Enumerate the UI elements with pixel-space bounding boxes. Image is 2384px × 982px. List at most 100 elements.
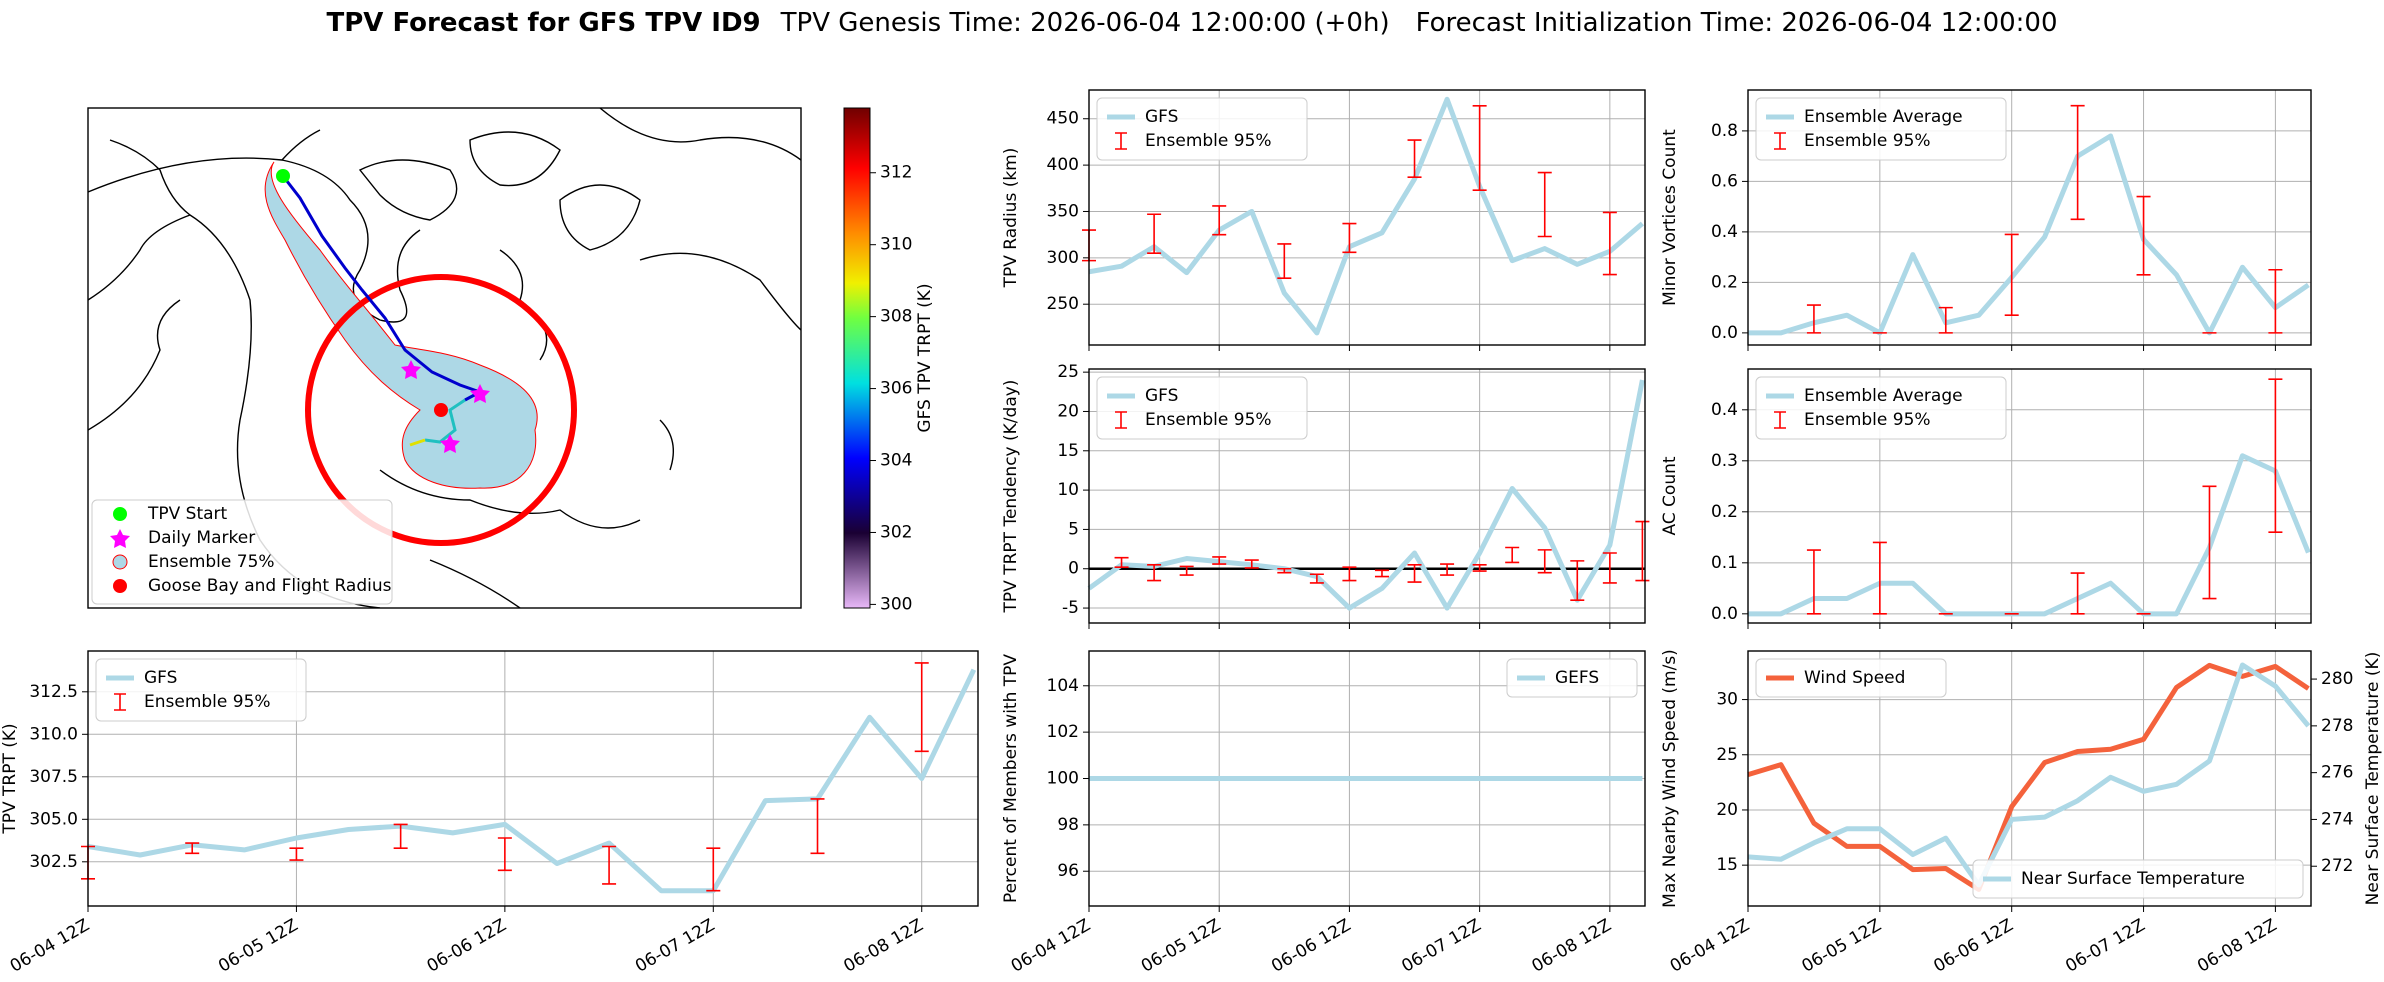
y-tick-label: 104 xyxy=(1047,676,1079,696)
legend-label: Goose Bay and Flight Radius xyxy=(148,576,392,596)
y-axis-label: TPV TRPT (K) xyxy=(0,723,20,834)
legend-box xyxy=(1096,97,1308,161)
y-tick-label: 30 xyxy=(1716,690,1738,710)
y-tick-label: 0.0 xyxy=(1711,604,1738,624)
legend-marker xyxy=(112,554,128,570)
x-tick-label: 06-05 12Z xyxy=(1799,915,1885,976)
y-tick-label: 20 xyxy=(1716,800,1738,820)
plot-frame xyxy=(1747,650,2312,907)
y-tick-label: 250 xyxy=(1047,294,1079,314)
legend-errorbar xyxy=(1115,132,1127,150)
y-tick-label: 0.2 xyxy=(1711,502,1738,522)
error-bar xyxy=(1806,304,1821,334)
legend-errorbar xyxy=(1774,411,1786,429)
error-bar xyxy=(1244,559,1259,569)
y2-tick-label: 274 xyxy=(2321,809,2353,829)
y-tick-label: 312.5 xyxy=(29,682,78,702)
y-tick-label: 0 xyxy=(1068,559,1079,579)
error-bar xyxy=(1938,306,1953,334)
y-tick-label: 350 xyxy=(1047,201,1079,221)
plot-frame xyxy=(1747,368,2312,624)
y-tick-label: 450 xyxy=(1047,109,1079,129)
error-bar xyxy=(1635,520,1650,582)
error-bar xyxy=(185,842,200,855)
plot-frame xyxy=(1088,650,1646,907)
error-bar xyxy=(289,847,304,861)
error-bar xyxy=(1277,567,1292,574)
y-tick-label: 100 xyxy=(1047,769,1079,789)
error-bar xyxy=(1602,552,1617,584)
y-tick-label: 15 xyxy=(1057,441,1079,461)
y-axis-label: Minor Vortices Count xyxy=(1660,129,1680,306)
error-bar xyxy=(1342,222,1357,254)
legend-label: Ensemble 95% xyxy=(1804,131,1931,151)
legend-box xyxy=(1506,658,1638,698)
error-bar xyxy=(2004,233,2019,317)
legend-label: GFS xyxy=(1145,107,1178,127)
x-tick-label: 06-04 12Z xyxy=(1667,915,1753,976)
y-tick-label: -5 xyxy=(1062,598,1079,618)
x-tick-label: 06-08 12Z xyxy=(2194,915,2280,976)
y-tick-label: 0.4 xyxy=(1711,400,1738,420)
plot-frame xyxy=(87,650,979,907)
legend-label: TPV Start xyxy=(147,504,228,524)
x-tick-label: 06-04 12Z xyxy=(1008,915,1094,976)
legend-label: Ensemble 95% xyxy=(144,692,271,712)
y-axis-label: AC Count xyxy=(1660,456,1680,535)
error-bar xyxy=(1505,546,1520,564)
legend-label: Daily Marker xyxy=(148,528,255,548)
x-tick-label: 06-05 12Z xyxy=(1138,915,1224,976)
error-bar xyxy=(1806,549,1821,615)
error-bar xyxy=(2268,378,2283,534)
x-tick-label: 06-05 12Z xyxy=(215,915,301,976)
error-bar xyxy=(1537,171,1552,238)
colorbar-tick-label: 312 xyxy=(880,163,912,183)
error-bar xyxy=(2202,485,2217,600)
series-line xyxy=(1087,379,1645,611)
title-main: TPV Forecast for GFS TPV ID9 xyxy=(326,8,760,38)
error-bar xyxy=(706,847,721,892)
error-bar xyxy=(2070,572,2085,615)
error-bar xyxy=(1212,205,1227,236)
error-bar xyxy=(1114,556,1129,568)
error-bar xyxy=(1472,564,1487,572)
map-frame xyxy=(87,107,802,609)
title-genesis: TPV Genesis Time: 2026-06-04 12:00:00 (+… xyxy=(780,8,1390,38)
legend-errorbar xyxy=(1774,132,1786,150)
y-tick-label: 307.5 xyxy=(29,767,78,787)
error-bar xyxy=(2136,195,2151,276)
y-axis-label: Percent of Members with TPV xyxy=(1001,654,1021,903)
y-tick-label: 20 xyxy=(1057,401,1079,421)
legend-label: GFS xyxy=(144,668,177,688)
colorbar-tick-label: 308 xyxy=(880,307,912,327)
y2-tick-label: 272 xyxy=(2321,856,2353,876)
legend-box xyxy=(1096,376,1308,440)
error-bar xyxy=(602,845,617,885)
error-bar xyxy=(1472,104,1487,191)
plot-frame xyxy=(1088,89,1646,346)
legend-label: Ensemble 95% xyxy=(1145,410,1272,430)
legend-box xyxy=(1755,97,2007,161)
legend-box xyxy=(1972,859,2304,899)
x-tick-label: 06-06 12Z xyxy=(1268,915,1354,976)
y-tick-label: 400 xyxy=(1047,155,1079,175)
y-axis-label: TPV TRPT Tendency (K/day) xyxy=(1001,380,1021,614)
error-bar xyxy=(497,837,512,872)
plot-frame xyxy=(1088,368,1646,624)
legend-label: Ensemble Average xyxy=(1804,107,1963,127)
y-tick-label: 0.3 xyxy=(1711,451,1738,471)
legend-box xyxy=(1755,376,2007,440)
y2-axis-label: Near Surface Temperature (K) xyxy=(2363,652,2383,906)
error-bar xyxy=(914,662,929,753)
error-bar xyxy=(1147,213,1162,254)
y2-tick-label: 278 xyxy=(2321,716,2353,736)
title-init: Forecast Initialization Time: 2026-06-04… xyxy=(1416,8,2058,38)
y-tick-label: 300 xyxy=(1047,248,1079,268)
legend-box xyxy=(1755,658,1947,698)
error-bar xyxy=(1309,573,1324,584)
colorbar-tick-label: 304 xyxy=(880,451,912,471)
legend-label: Ensemble 75% xyxy=(148,552,275,572)
x-tick-label: 06-08 12Z xyxy=(1529,915,1615,976)
x-tick-label: 06-08 12Z xyxy=(840,915,926,976)
error-bar xyxy=(810,798,825,855)
